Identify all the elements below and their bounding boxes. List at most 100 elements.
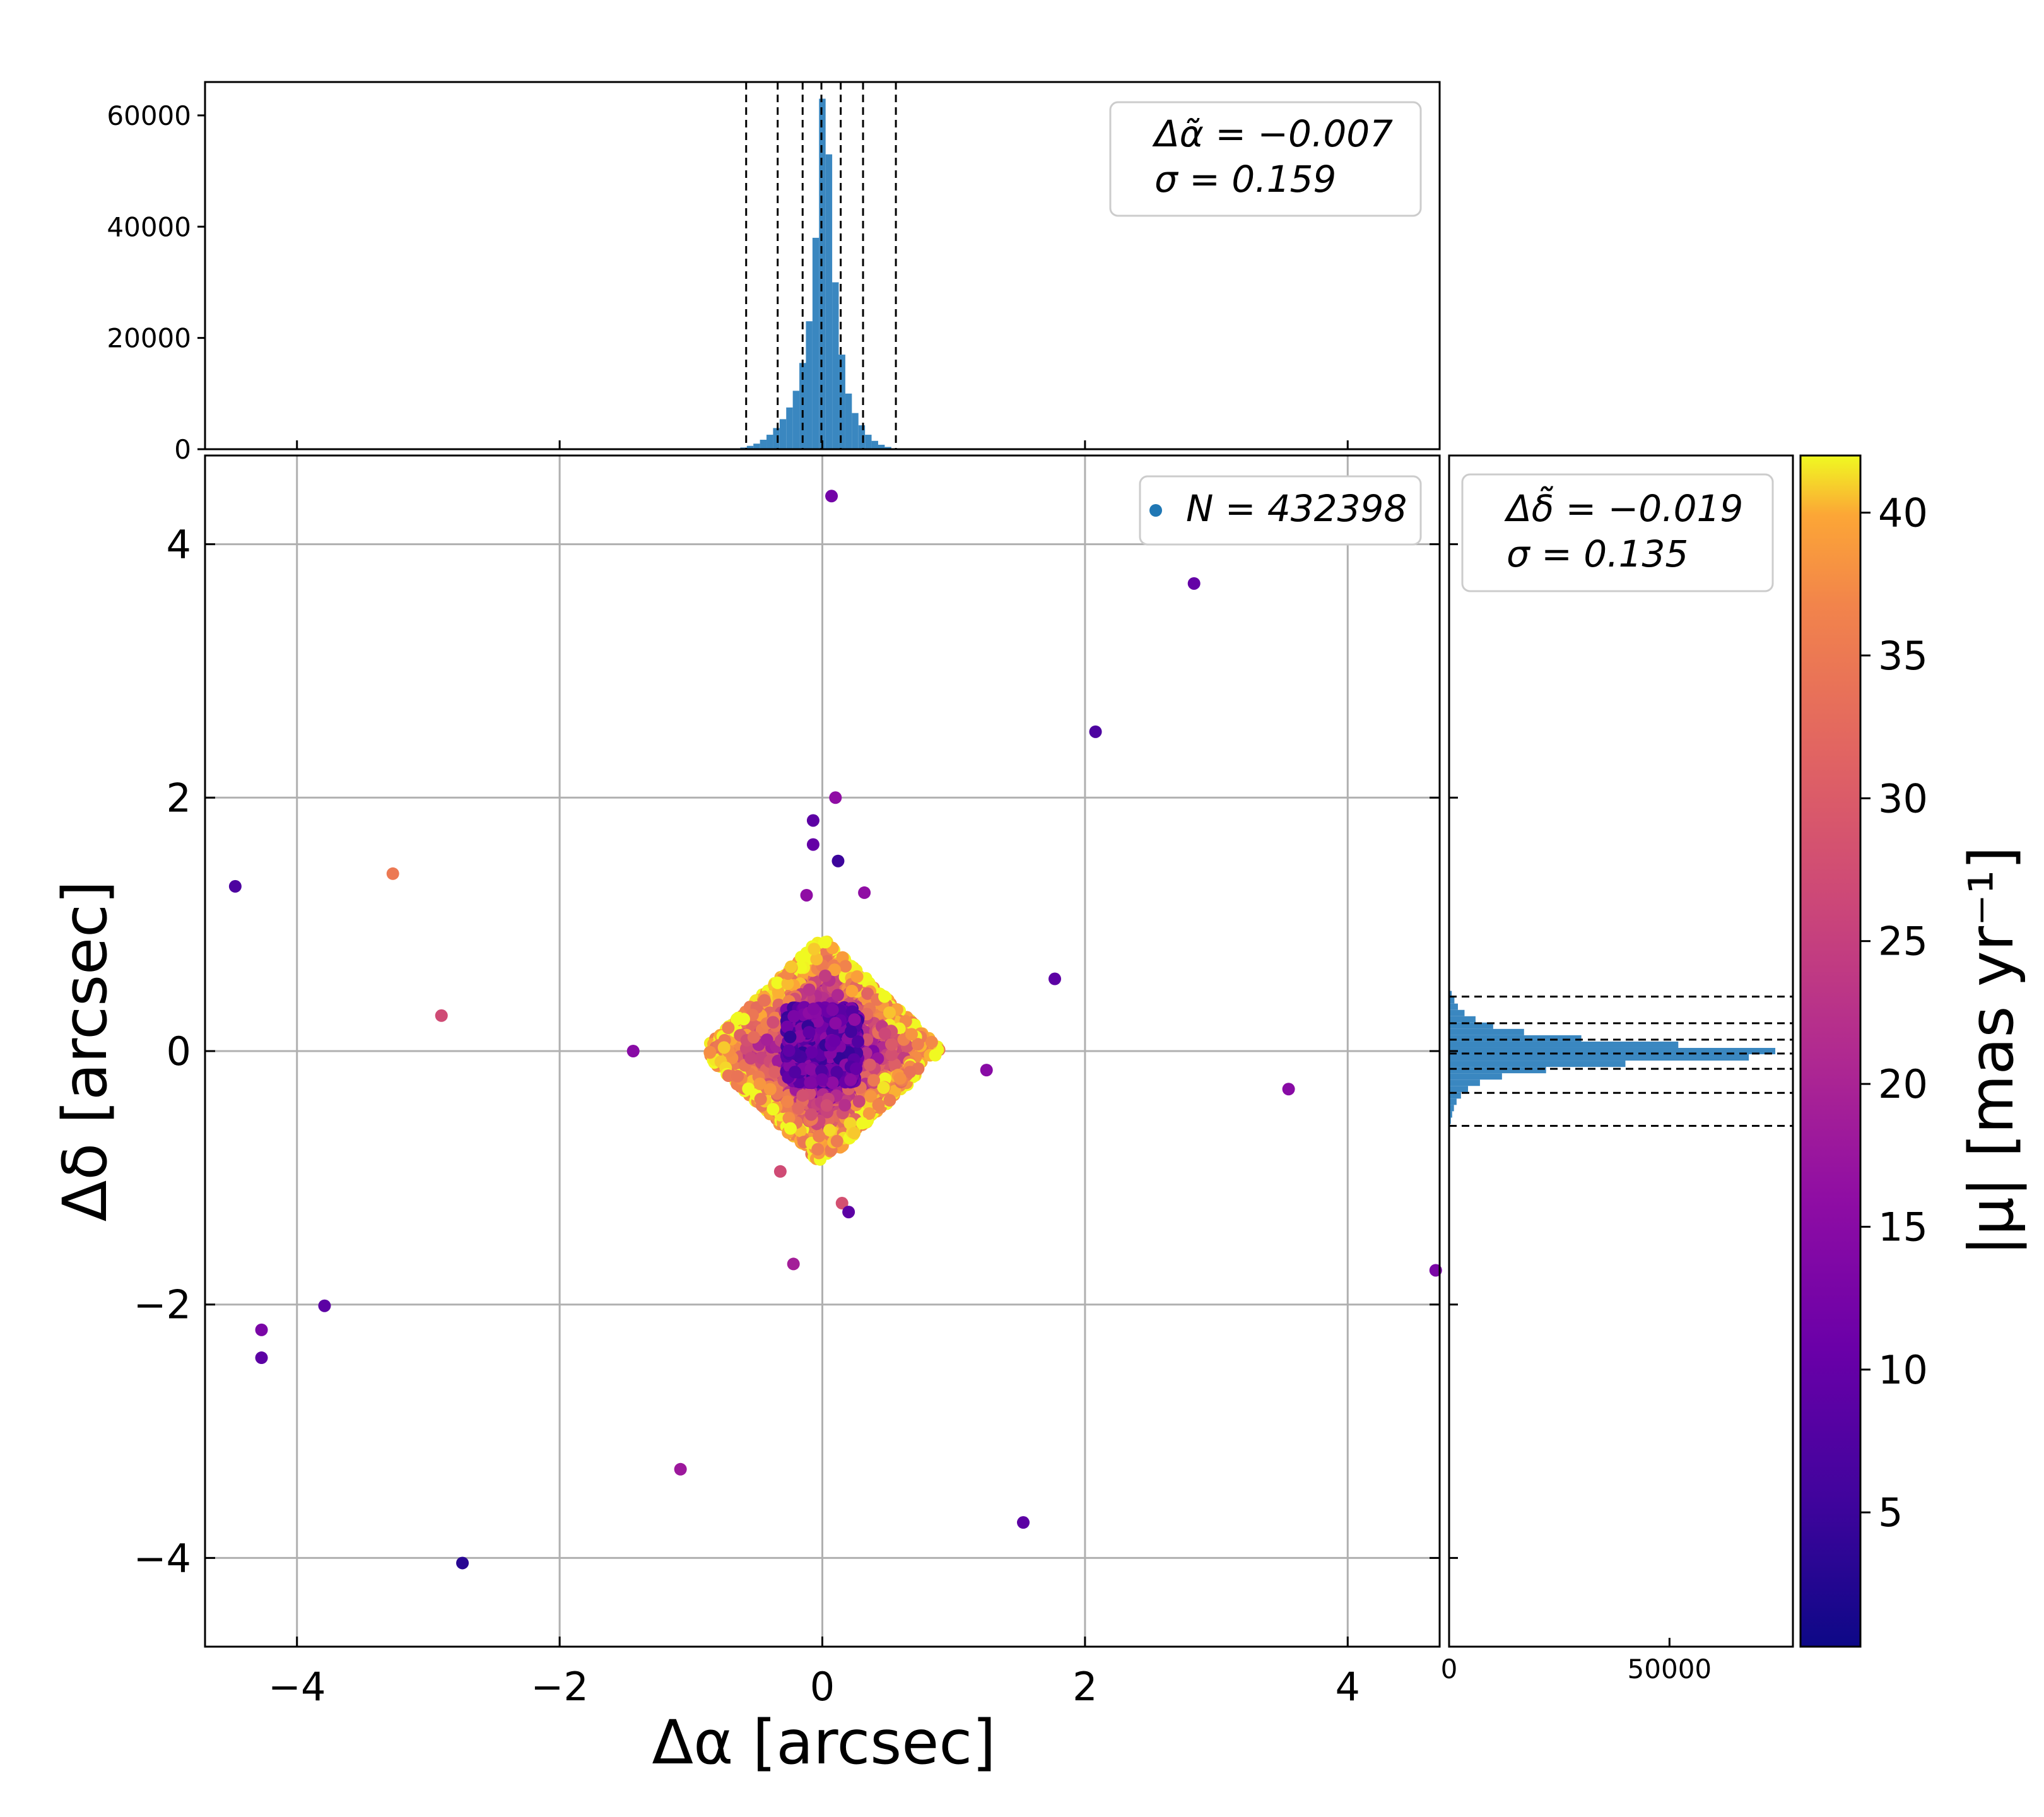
right-legend-sigma: σ = 0.135 [1507, 532, 1688, 575]
histogram-bar [753, 444, 760, 449]
histogram-bar [852, 413, 859, 449]
scatter-point [807, 1003, 820, 1016]
top-legend-median: Δα̃ = −0.007 [1152, 112, 1393, 155]
scatter-point [844, 1073, 857, 1086]
scatter-point [831, 989, 844, 1002]
histogram-bar [799, 363, 806, 449]
histogram-bar [1449, 991, 1452, 997]
scatter-point [795, 950, 808, 963]
y-tick-label: 2 [167, 775, 191, 821]
colorbar-tick-label: 35 [1878, 633, 1928, 679]
top-y-tick-label: 60000 [107, 100, 191, 131]
y-tick-label: 4 [167, 522, 191, 568]
scatter-point [780, 1020, 794, 1033]
scatter-point [781, 1095, 794, 1108]
histogram-bar [1449, 1086, 1469, 1093]
scatter-point [772, 985, 785, 999]
scatter-point [830, 1134, 843, 1148]
scatter-point [858, 886, 871, 899]
scatter-point [804, 1108, 818, 1121]
histogram-bar [746, 445, 754, 449]
top-y-tick-label: 0 [174, 434, 191, 465]
scatter-point [862, 1107, 876, 1120]
scatter-point [826, 1076, 839, 1090]
top-histogram-x-ticks [296, 440, 1349, 449]
scatter-point [784, 1122, 797, 1135]
histogram-bar [1449, 1061, 1626, 1067]
scatter-point [878, 990, 891, 1003]
scatter-point [782, 1112, 796, 1125]
scatter-point [905, 1028, 918, 1041]
scatter-point [789, 1066, 802, 1079]
colorbar-tick-label: 5 [1878, 1490, 1903, 1536]
scatter-point [813, 1129, 826, 1143]
scatter-point [763, 1083, 777, 1096]
top-y-tick-label: 40000 [107, 211, 191, 242]
scatter-point [782, 1044, 796, 1057]
scatter-point [884, 1048, 898, 1061]
colorbar-tick-label: 40 [1878, 490, 1928, 536]
scatter-point [877, 1081, 890, 1094]
top-histogram-bars [740, 98, 891, 449]
scatter-y-ticks: −4 −2 0 2 4 [134, 522, 1440, 1581]
right-histogram-dashed-lines [1449, 996, 1793, 1127]
scatter-point [758, 994, 771, 1007]
scatter-point [811, 1143, 825, 1156]
scatter-point [806, 838, 819, 851]
top-y-tick-label: 20000 [107, 323, 191, 354]
scatter-point [747, 1031, 760, 1044]
scatter-point [929, 1049, 942, 1062]
histogram-bar [786, 407, 793, 449]
right-histogram-x-ticks: 0 50000 [1441, 1638, 1712, 1685]
scatter-point [255, 1323, 268, 1336]
scatter-point [792, 1102, 805, 1115]
histogram-bar [838, 355, 845, 449]
scatter-point [784, 1030, 797, 1044]
scatter-point [800, 888, 813, 902]
scatter-point [802, 1026, 816, 1039]
scatter-point [844, 1025, 857, 1038]
scatter-point [861, 987, 874, 1000]
scatter-point [1187, 577, 1201, 590]
scatter-legend-marker [1149, 504, 1162, 517]
colorbar-ticks: 5 10 15 20 25 30 35 40 [1860, 490, 1928, 1536]
scatter-point [773, 1165, 787, 1178]
scatter-point [808, 943, 821, 956]
scatter-y-label: Δδ [arcsec] [50, 881, 120, 1222]
scatter-point [855, 1117, 869, 1130]
scatter-point [850, 1062, 863, 1075]
scatter-point [737, 1013, 751, 1026]
scatter-point [793, 1030, 806, 1043]
histogram-bar [1449, 1098, 1457, 1105]
scatter-point [831, 854, 845, 867]
scatter-point [1282, 1083, 1295, 1096]
histogram-bar [1449, 1003, 1458, 1010]
scatter-point [848, 1126, 861, 1139]
scatter-point [842, 1206, 855, 1219]
histogram-bar [1449, 1047, 1776, 1055]
scatter-point [850, 970, 864, 983]
scatter-point [722, 1069, 735, 1083]
scatter-point [883, 1006, 896, 1020]
histogram-bar [1449, 1028, 1524, 1035]
right-histogram: 0 50000 Δδ̃ = −0.019 σ = 0.135 [1441, 454, 1794, 1685]
right-x-tick-label: 0 [1441, 1654, 1458, 1685]
scatter-point [863, 1058, 876, 1071]
scatter-point [867, 1074, 881, 1087]
scatter-point [819, 969, 832, 982]
scatter-point [731, 1069, 744, 1083]
scatter-point [787, 1257, 800, 1271]
scatter-point [828, 1034, 841, 1047]
scatter-point [823, 1124, 836, 1137]
colorbar-tick-label: 25 [1878, 919, 1928, 965]
scatter-point [819, 936, 832, 949]
scatter-point [626, 1045, 640, 1057]
scatter-point [845, 984, 859, 997]
scatter-point [766, 1016, 780, 1029]
scatter-point [872, 1098, 885, 1112]
scatter-point [753, 1077, 766, 1090]
scatter-point [255, 1351, 268, 1365]
scatter-point [804, 1062, 818, 1076]
histogram-bar [1449, 1079, 1480, 1086]
